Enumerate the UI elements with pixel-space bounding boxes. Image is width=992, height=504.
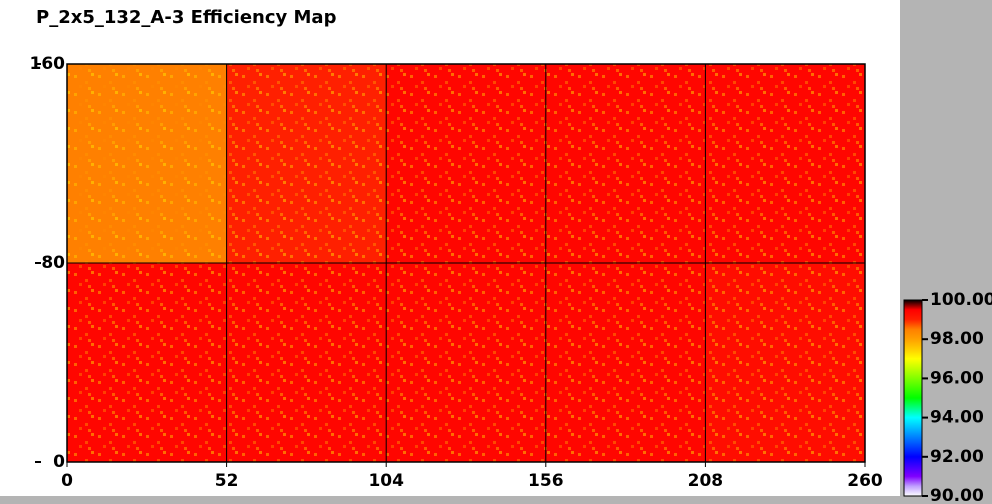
plot-frame [66, 63, 866, 463]
y-tick-label: 0 [53, 452, 65, 472]
x-tick-label: 156 [528, 471, 564, 491]
y-tick-label: 80 [41, 253, 65, 273]
colorbar-label: 100.00 [930, 290, 992, 310]
colorbar [903, 299, 923, 497]
x-tick-label: 260 [847, 471, 883, 491]
x-tick-label: 208 [688, 471, 724, 491]
colorbar-label: 94.00 [930, 408, 984, 428]
colorbar-label: 98.00 [930, 329, 984, 349]
x-tick-label: 104 [368, 471, 404, 491]
bottom-panel [0, 496, 900, 504]
colorbar-label: 90.00 [930, 486, 984, 504]
chart-title: P_2x5_132_A-3 Efficiency Map [36, 7, 337, 28]
x-tick-label: 0 [61, 471, 73, 491]
colorbar-label: 92.00 [930, 447, 984, 467]
x-tick-label: 52 [215, 471, 239, 491]
y-tick-label: 160 [30, 54, 66, 74]
colorbar-label: 96.00 [930, 368, 984, 388]
